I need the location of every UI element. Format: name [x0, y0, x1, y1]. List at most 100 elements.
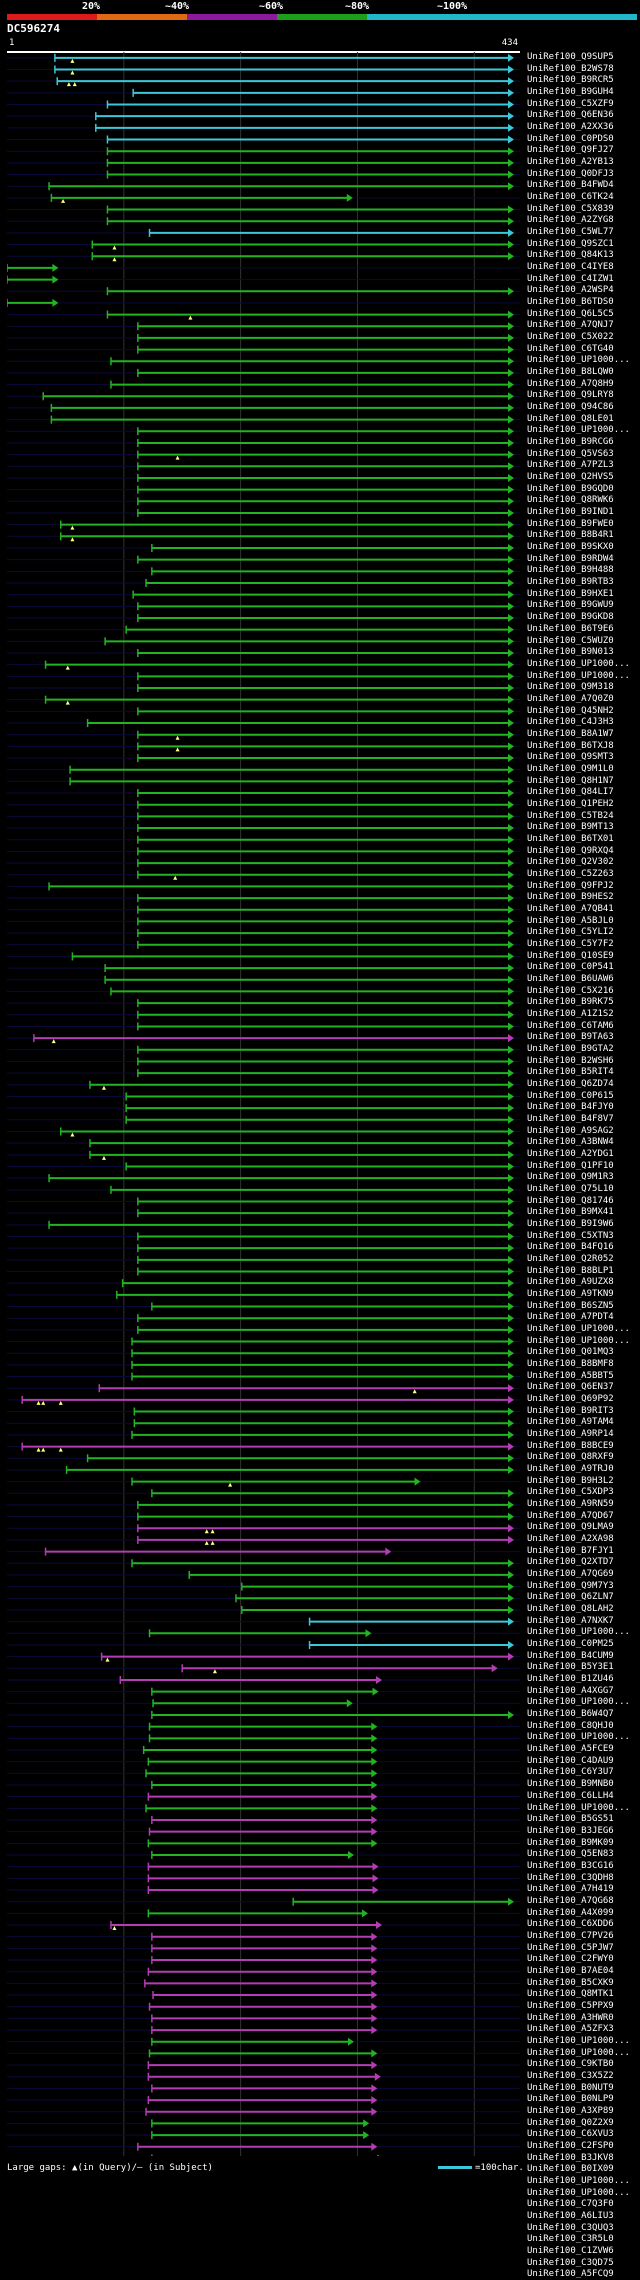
hit-id-link[interactable]: UniRef100_B9HXE1 — [527, 588, 614, 599]
hit-id-link[interactable]: UniRef100_C8QHJ0 — [527, 1720, 614, 1731]
hit-id-link[interactable]: UniRef100_B0IX09 — [527, 2164, 614, 2175]
hit-bar[interactable] — [147, 1862, 379, 1871]
hit-id-link[interactable]: UniRef100_C2FWY0 — [527, 1954, 614, 1965]
hit-id-link[interactable]: UniRef100_Q5EN83 — [527, 1849, 614, 1860]
hit-bar[interactable] — [137, 602, 514, 611]
hit-id-link[interactable]: UniRef100_A2XX36 — [527, 122, 614, 133]
hit-bar[interactable] — [144, 1979, 378, 1988]
hit-id-link[interactable]: UniRef100_C5XDP3 — [527, 1487, 614, 1498]
hit-id-link[interactable]: UniRef100_Q94C86 — [527, 402, 614, 413]
hit-bar[interactable] — [131, 1349, 514, 1358]
hit-id-link[interactable]: UniRef100_Q6L5C5 — [527, 308, 614, 319]
hit-bar[interactable] — [145, 1769, 378, 1778]
hit-id-link[interactable]: UniRef100_Q2V302 — [527, 857, 614, 868]
hit-bar[interactable] — [145, 1804, 378, 1813]
hit-id-link[interactable]: UniRef100_Q69P92 — [527, 1394, 614, 1405]
hit-id-link[interactable]: UniRef100_A5ZFX3 — [527, 2024, 614, 2035]
hit-bar[interactable] — [148, 2049, 378, 2058]
hit-id-link[interactable]: UniRef100_B9N013 — [527, 647, 614, 658]
hit-bar[interactable] — [137, 368, 514, 377]
hit-bar[interactable] — [44, 660, 514, 670]
hit-id-link[interactable]: UniRef100_A9RP14 — [527, 1429, 614, 1440]
hit-bar[interactable] — [137, 345, 514, 354]
hit-id-link[interactable]: UniRef100_C5PPX9 — [527, 2000, 614, 2011]
hit-bar[interactable] — [48, 1174, 514, 1183]
hit-bar[interactable] — [125, 1104, 514, 1113]
hit-id-link[interactable]: UniRef100_Q8RXF9 — [527, 1452, 614, 1463]
hit-bar[interactable] — [151, 2154, 383, 2156]
hit-bar[interactable] — [147, 2072, 381, 2081]
hit-id-link[interactable]: UniRef100_B1ZU46 — [527, 1674, 614, 1685]
hit-id-link[interactable]: UniRef100_A7PZL3 — [527, 460, 614, 471]
hit-id-link[interactable]: UniRef100_A7NXK7 — [527, 1615, 614, 1626]
hit-id-link[interactable]: UniRef100_Q84LI7 — [527, 787, 614, 798]
hit-id-link[interactable]: UniRef100_C0PM25 — [527, 1639, 614, 1650]
hit-id-link[interactable]: UniRef100_A7PDT4 — [527, 1312, 614, 1323]
hit-id-link[interactable]: UniRef100_B9SKX0 — [527, 542, 614, 553]
hit-bar[interactable] — [137, 462, 514, 471]
hit-id-link[interactable]: UniRef100_C2FSP0 — [527, 2140, 614, 2151]
hit-bar[interactable] — [137, 333, 514, 342]
hit-bar[interactable] — [137, 555, 514, 564]
hit-bar[interactable] — [151, 2131, 370, 2140]
hit-id-link[interactable]: UniRef100_C5Y7F2 — [527, 938, 614, 949]
hit-bar[interactable] — [21, 1395, 514, 1405]
hit-id-link[interactable]: UniRef100_A9UZX8 — [527, 1277, 614, 1288]
hit-id-link[interactable]: UniRef100_Q1PEH2 — [527, 798, 614, 809]
hit-bar[interactable] — [106, 170, 514, 179]
hit-bar[interactable] — [119, 1675, 382, 1684]
hit-id-link[interactable]: UniRef100_UP1000... — [527, 1732, 630, 1743]
hit-id-link[interactable]: UniRef100_C3R5L0 — [527, 2234, 614, 2245]
hit-bar[interactable] — [110, 380, 514, 389]
hit-bar[interactable] — [137, 870, 514, 880]
hit-bar[interactable] — [152, 1699, 353, 1708]
hit-id-link[interactable]: UniRef100_Q9M318 — [527, 682, 614, 693]
hit-id-link[interactable]: UniRef100_A7QNJ7 — [527, 320, 614, 331]
hit-bar[interactable] — [151, 2014, 378, 2023]
hit-bar[interactable] — [89, 1080, 514, 1090]
hit-id-link[interactable]: UniRef100_UP1000... — [527, 658, 630, 669]
hit-id-link[interactable]: UniRef100_C3QDH8 — [527, 1872, 614, 1883]
hit-id-link[interactable]: UniRef100_C6TAM6 — [527, 1020, 614, 1031]
hit-id-link[interactable]: UniRef100_Q8MTK1 — [527, 1989, 614, 2000]
hit-bar[interactable] — [137, 742, 514, 752]
hit-id-link[interactable]: UniRef100_C6TG40 — [527, 343, 614, 354]
hit-id-link[interactable]: UniRef100_C0P615 — [527, 1090, 614, 1101]
hit-bar[interactable] — [137, 1267, 514, 1276]
hit-id-link[interactable]: UniRef100_B9GWU9 — [527, 600, 614, 611]
hit-id-link[interactable]: UniRef100_B9GQD0 — [527, 483, 614, 494]
hit-bar[interactable] — [137, 940, 514, 949]
hit-bar[interactable] — [7, 275, 59, 284]
hit-id-link[interactable]: UniRef100_UP1000... — [527, 1324, 630, 1335]
hit-bar[interactable] — [69, 765, 514, 774]
hit-id-link[interactable]: UniRef100_A9RN59 — [527, 1499, 614, 1510]
hit-bar[interactable] — [21, 1442, 514, 1452]
hit-bar[interactable] — [137, 859, 514, 868]
hit-bar[interactable] — [104, 637, 514, 646]
hit-bar[interactable] — [137, 1232, 514, 1241]
hit-id-link[interactable]: UniRef100_Q0DFJ3 — [527, 168, 614, 179]
hit-bar[interactable] — [148, 228, 514, 237]
hit-id-link[interactable]: UniRef100_A7Q8H9 — [527, 378, 614, 389]
hit-id-link[interactable]: UniRef100_UP1000... — [527, 670, 630, 681]
hit-bar[interactable] — [151, 2119, 370, 2128]
hit-bar[interactable] — [110, 357, 514, 366]
hit-id-link[interactable]: UniRef100_A3HWR0 — [527, 2012, 614, 2023]
hit-id-link[interactable]: UniRef100_Q2R052 — [527, 1254, 614, 1264]
hit-bar[interactable] — [125, 1115, 514, 1124]
hit-bar[interactable] — [188, 1570, 514, 1579]
hit-bar[interactable] — [89, 1150, 514, 1160]
hit-id-link[interactable]: UniRef100_C5TB24 — [527, 810, 614, 821]
hit-bar[interactable] — [137, 1022, 514, 1031]
hit-id-link[interactable]: UniRef100_Q84K13 — [527, 250, 614, 261]
hit-id-link[interactable]: UniRef100_C9KTB0 — [527, 2059, 614, 2070]
hit-id-link[interactable]: UniRef100_B5CXK9 — [527, 1977, 614, 1988]
hit-id-link[interactable]: UniRef100_C4IZW1 — [527, 273, 614, 284]
hit-bar[interactable] — [106, 310, 514, 320]
hit-id-link[interactable]: UniRef100_Q8LE01 — [527, 413, 614, 424]
hit-bar[interactable] — [137, 1057, 514, 1066]
hit-bar[interactable] — [125, 625, 514, 634]
hit-bar[interactable] — [151, 2026, 378, 2035]
hit-id-link[interactable]: UniRef100_C3QUQ3 — [527, 2222, 614, 2233]
hit-bar[interactable] — [132, 590, 514, 599]
